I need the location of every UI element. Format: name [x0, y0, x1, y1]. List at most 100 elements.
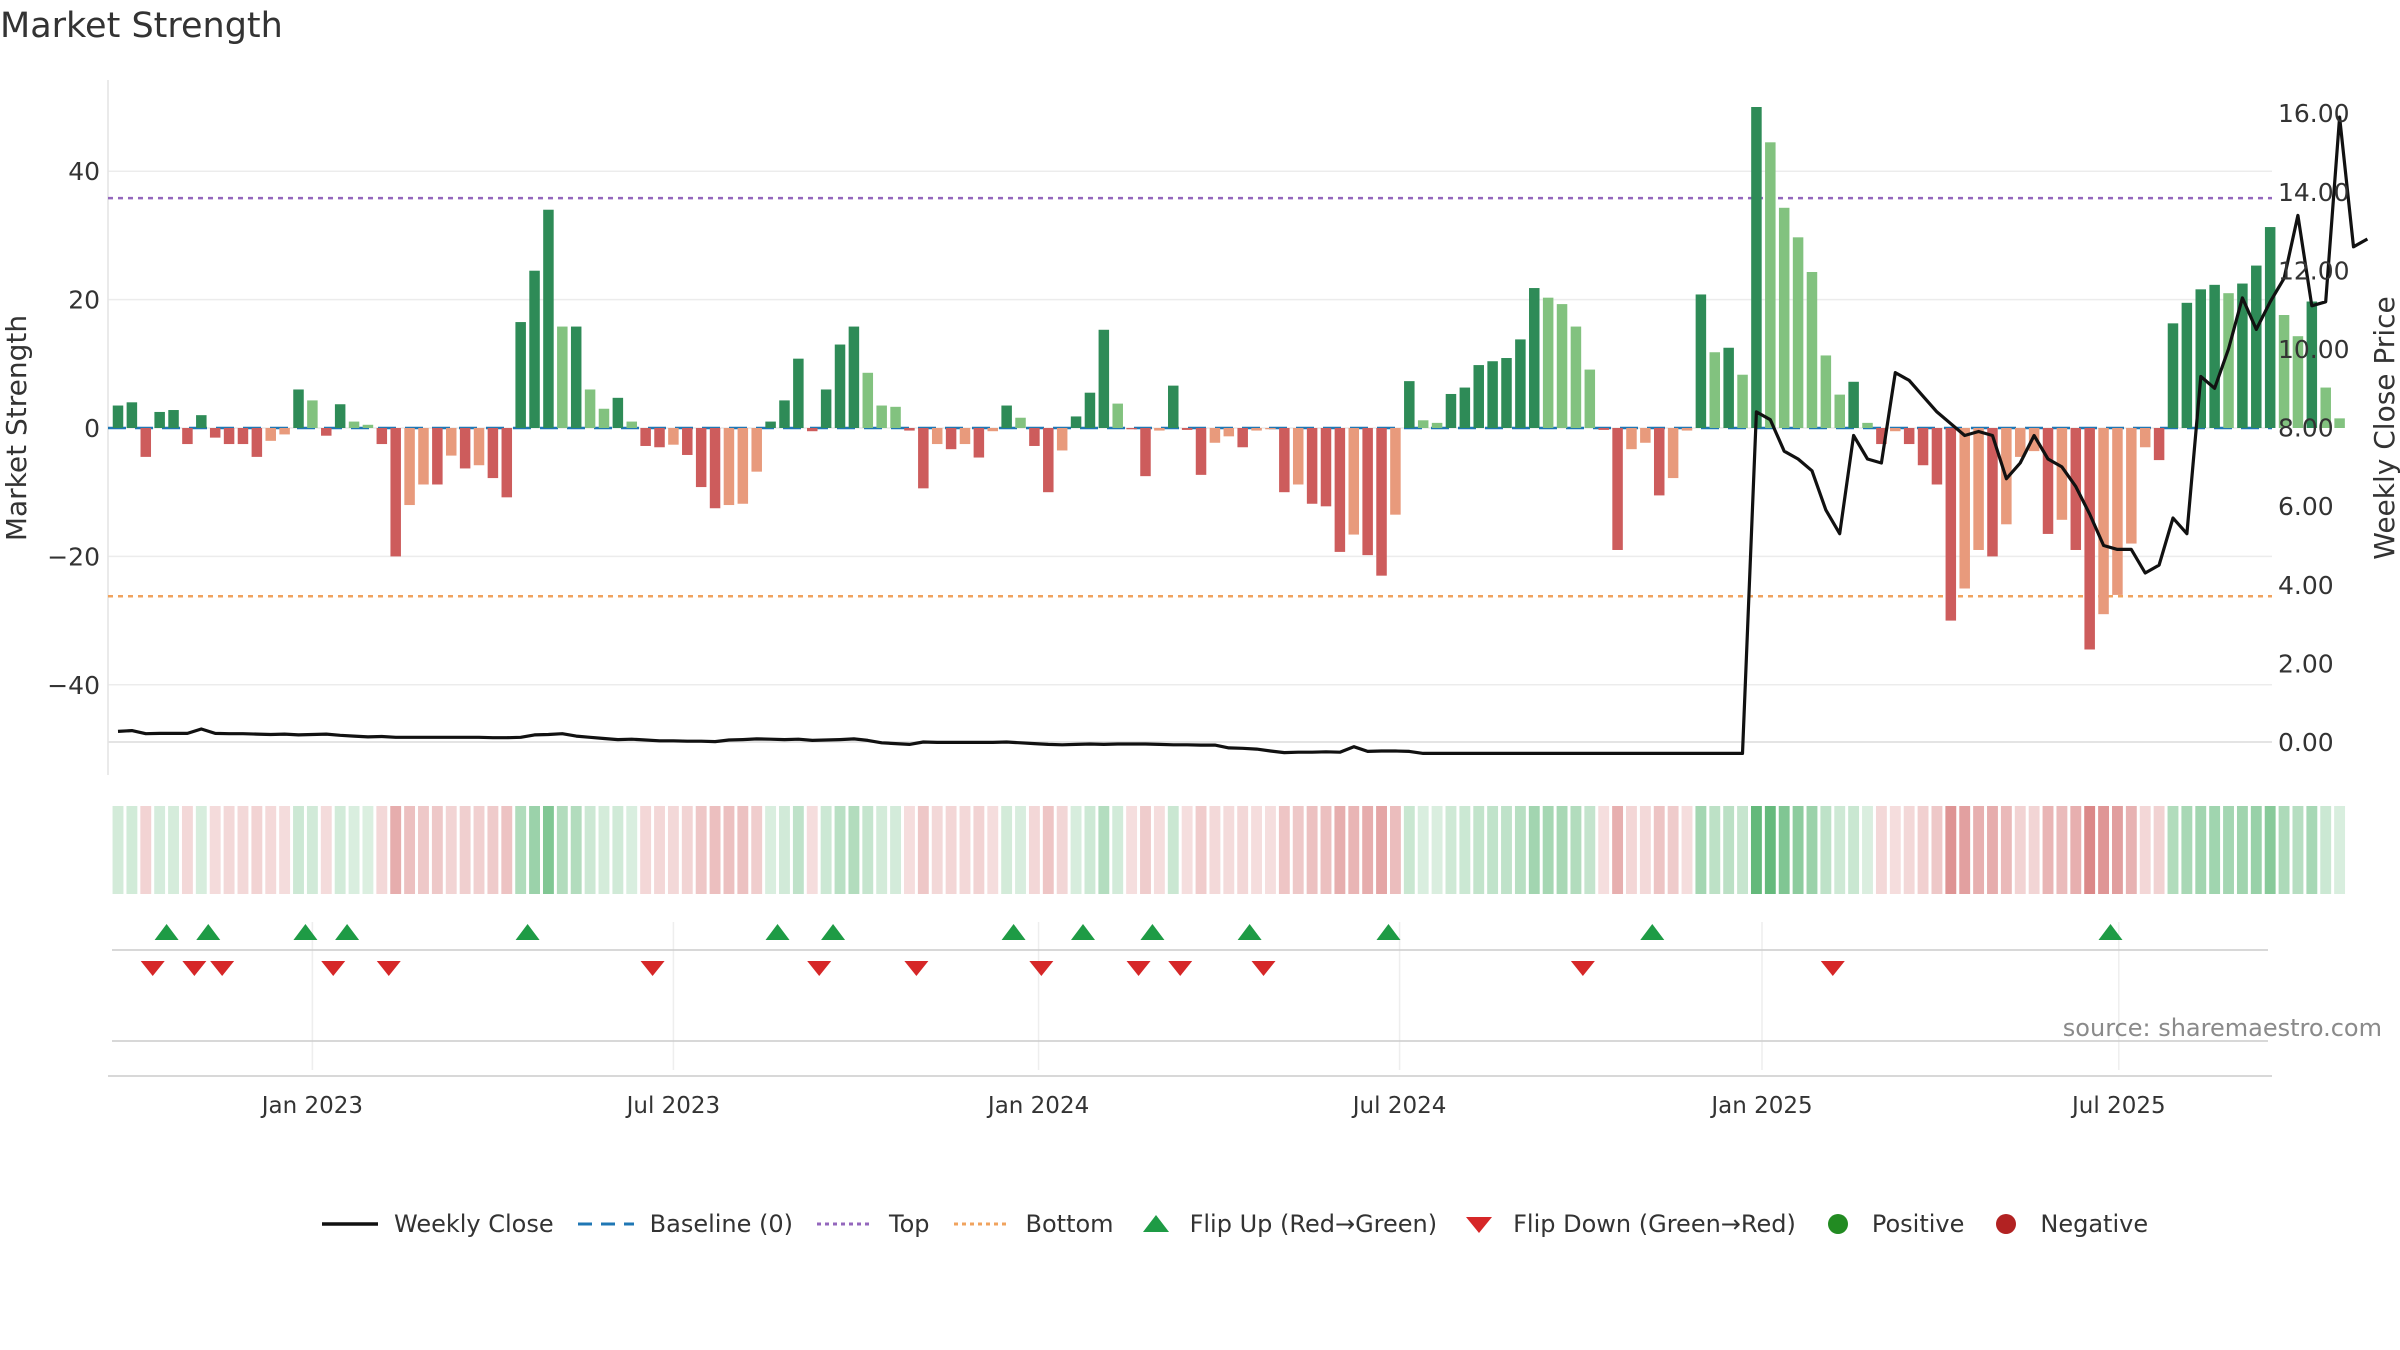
strength-bar [1237, 428, 1248, 448]
strength-cell [334, 806, 346, 894]
strength-bar [1862, 422, 1873, 428]
strength-bar [1431, 422, 1443, 428]
strength-cell [1362, 806, 1374, 894]
strength-cell [195, 806, 207, 894]
strength-cell [1431, 806, 1443, 894]
strength-cell [834, 806, 846, 894]
strength-bar [1737, 374, 1748, 428]
strength-cell [2334, 806, 2346, 894]
strength-cell [890, 806, 902, 894]
strength-bar [1959, 428, 1970, 589]
strength-cell [1737, 806, 1748, 894]
strength-cell [1875, 806, 1887, 894]
strength-cell [1778, 806, 1790, 894]
strength-cell [1015, 806, 1026, 894]
strength-bar [1626, 428, 1637, 450]
strength-cell [681, 806, 693, 894]
chart-title: Market Strength [0, 6, 283, 46]
strength-cell [1806, 806, 1818, 894]
strength-bar [793, 358, 804, 428]
strength-bar [543, 209, 554, 428]
strength-bar [2181, 302, 2193, 428]
y2-tick-label: 6.00 [2278, 492, 2334, 521]
triangle-up-icon [1142, 1215, 1169, 1232]
strength-cell [2264, 806, 2276, 894]
strength-bar [876, 405, 887, 428]
strength-bar [1778, 207, 1790, 428]
strength-bar [890, 406, 901, 428]
strength-cell [751, 806, 763, 894]
strength-bar [321, 428, 332, 436]
strength-bar [196, 415, 207, 428]
strength-bar [1598, 428, 1609, 430]
strength-cell [1542, 806, 1554, 894]
flip-up-marker [1640, 924, 1665, 940]
tick-labels: −40 −20 0 20 40 0.00 2.00 4.00 6.00 8.00 10.00 12.0… [47, 99, 2349, 1119]
strength-cell [723, 806, 735, 894]
strength-bar [2167, 323, 2179, 428]
strength-bar [126, 402, 138, 428]
strength-cell [126, 806, 138, 894]
strength-bar [1709, 352, 1721, 428]
strength-cell [737, 806, 749, 894]
strength-bar [307, 400, 318, 428]
legend-label: Positive [1871, 1210, 1965, 1238]
flip-up-marker [154, 924, 179, 940]
strength-bar [1390, 428, 1401, 515]
strength-cell [1070, 806, 1082, 894]
strength-cell [1612, 806, 1624, 894]
strength-cell [2278, 806, 2290, 894]
strength-bar [2153, 428, 2165, 461]
strength-cell [654, 806, 665, 894]
strength-cell [1723, 806, 1735, 894]
strength-bar [1945, 428, 1957, 621]
strength-cell [362, 806, 374, 894]
strength-cell [1862, 806, 1873, 894]
legend-item-positive: Positive [1818, 1210, 1965, 1238]
strength-bar [695, 428, 707, 488]
strength-cell [2070, 806, 2082, 894]
strength-cell [584, 806, 596, 894]
strength-cell [501, 806, 513, 894]
strength-bar [1792, 237, 1804, 428]
strength-bar [459, 428, 471, 469]
flip-down-marker [1168, 961, 1193, 976]
strength-cell [140, 806, 152, 894]
flip-down-marker [182, 961, 207, 976]
strength-bar [1903, 428, 1915, 445]
strength-bar [334, 404, 346, 428]
strength-bar [1515, 339, 1526, 428]
strength-bar [1584, 369, 1596, 428]
strength-cell [598, 806, 610, 894]
strength-bar [709, 428, 721, 509]
strength-bar [584, 389, 596, 428]
strength-cell [1126, 806, 1138, 894]
strength-bar [820, 389, 832, 428]
legend-item-flip-down: Flip Down (Green→Red) [1459, 1210, 1796, 1238]
strength-bar [1001, 405, 1012, 428]
y-tick-label: −40 [47, 671, 100, 700]
y2-tick-label: 14.00 [2278, 178, 2350, 207]
strength-bar [1542, 297, 1554, 428]
strength-bar [1820, 355, 1832, 428]
strength-bar [2251, 265, 2262, 428]
strength-bar [154, 411, 165, 428]
strength-cell [1709, 806, 1721, 894]
strength-bar [1223, 428, 1235, 437]
legend: Weekly Close Baseline (0) Top Bottom Fli… [320, 1206, 2170, 1242]
y-tick-label: 40 [68, 157, 100, 186]
strength-cell [2111, 806, 2123, 894]
strength-cell [1306, 806, 1318, 894]
strength-cell [1764, 806, 1776, 894]
flip-up-marker [1140, 924, 1165, 940]
strength-cell [376, 806, 388, 894]
strength-cell [2167, 806, 2179, 894]
y2-tick-label: 16.00 [2278, 99, 2350, 128]
strength-bar [2195, 289, 2206, 428]
strength-cell [1056, 806, 1068, 894]
strength-bar [1834, 394, 1845, 428]
strength-cell [1889, 806, 1901, 894]
strength-cell [1917, 806, 1929, 894]
strength-bar [1667, 428, 1679, 479]
